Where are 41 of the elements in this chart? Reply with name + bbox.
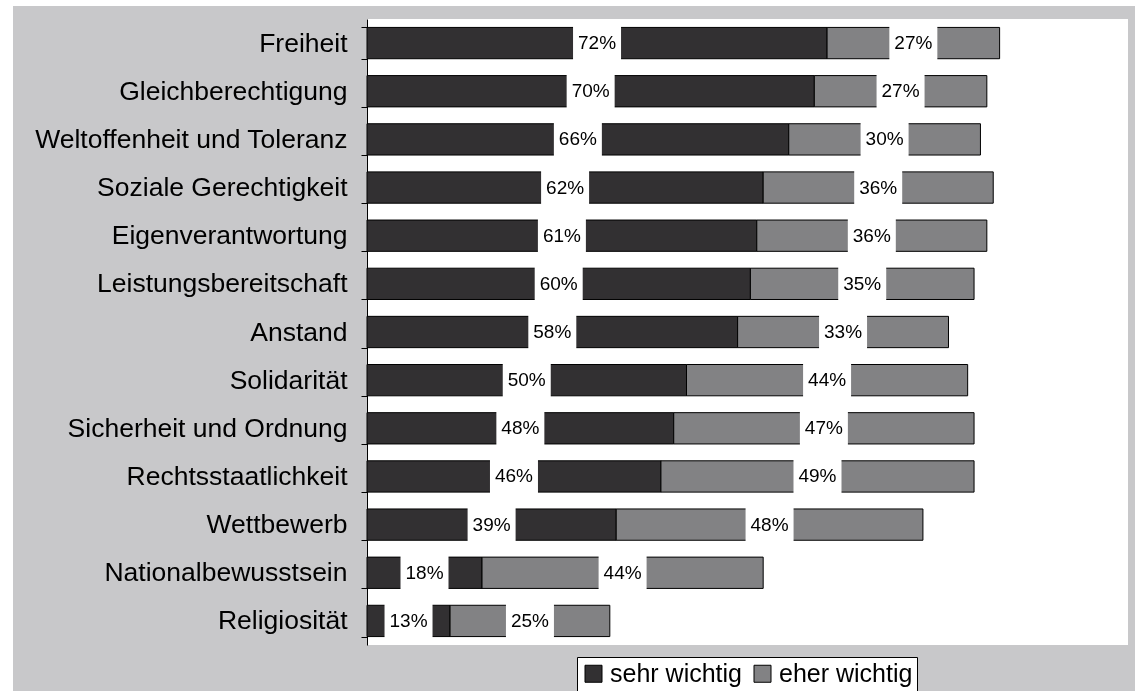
- data-label: 35%: [843, 272, 882, 294]
- data-label: 66%: [558, 128, 597, 150]
- y-tick-label: Weltoffenheit und Toleranz: [35, 123, 348, 154]
- data-label: 44%: [808, 369, 847, 391]
- y-tick-label: Religiosität: [217, 605, 349, 636]
- data-label: 48%: [501, 417, 540, 439]
- data-label: 72%: [578, 32, 617, 54]
- y-tick-label: Anstand: [250, 316, 348, 347]
- data-label: 27%: [894, 32, 933, 54]
- y-tick-label: Gleichberechtigung: [119, 75, 348, 106]
- data-label: 49%: [798, 465, 837, 487]
- data-label: 62%: [546, 176, 585, 198]
- data-label: 58%: [533, 321, 572, 342]
- y-tick-label: Solidarität: [229, 364, 349, 395]
- data-label: 61%: [542, 224, 582, 246]
- data-label: 46%: [494, 465, 534, 487]
- y-tick-label: Freiheit: [259, 27, 349, 58]
- y-tick-label: Soziale Gerechtigkeit: [97, 172, 349, 203]
- y-tick-label: Wettbewerb: [206, 509, 348, 540]
- y-tick-label: Eigenverantwortung: [111, 220, 348, 251]
- data-label: 33%: [824, 321, 863, 342]
- data-label: 47%: [804, 417, 843, 439]
- y-tick-label: Leistungsbereitschaft: [97, 268, 349, 299]
- y-tick-label: Nationalbewusstsein: [104, 557, 348, 588]
- y-tick-label: Sicherheit und Ordnung: [67, 412, 348, 443]
- legend-label: eher wichtig: [779, 658, 913, 687]
- data-label: 60%: [539, 272, 578, 294]
- data-label: 18%: [405, 561, 444, 583]
- data-label: 36%: [859, 176, 898, 198]
- data-label: 25%: [510, 609, 550, 631]
- data-label: 44%: [603, 561, 642, 583]
- data-label: 70%: [571, 80, 610, 102]
- data-label: 13%: [389, 609, 428, 631]
- data-label: 48%: [750, 513, 789, 535]
- data-label: 39%: [472, 513, 511, 535]
- data-label: 36%: [852, 224, 891, 246]
- data-label: 30%: [865, 128, 904, 150]
- data-label: 50%: [507, 369, 546, 391]
- y-tick-label: Rechtsstaatlichkeit: [126, 460, 349, 491]
- data-label: 27%: [881, 80, 920, 102]
- legend-label: sehr wichtig: [610, 658, 742, 687]
